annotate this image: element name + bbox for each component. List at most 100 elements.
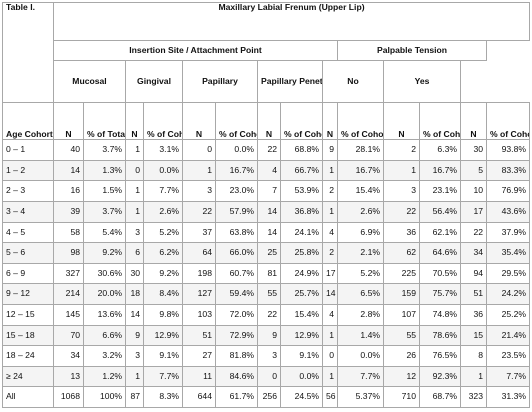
cell-gingival-n: 103 (182, 303, 216, 326)
col-n-no: N (383, 101, 420, 141)
cell-no-n: 1 (383, 159, 420, 182)
col-n-total: N (53, 101, 84, 141)
cell-no-n: 107 (383, 303, 420, 326)
cell-age: ≥ 24 (2, 365, 54, 388)
cell-mucosal-n: 1 (125, 365, 144, 388)
col-n-papillary: N (257, 101, 281, 141)
subheader-no: No (322, 60, 384, 103)
cell-mucosal-n: 1 (125, 180, 144, 203)
subheader-papillary: Papillary (182, 60, 258, 103)
col-pct-papillary-penetrating: % of Cohort (337, 101, 384, 141)
cell-papillary-penetrating-n: 9 (322, 139, 338, 161)
cell-mucosal-pct: 2.6% (143, 201, 183, 223)
cell-papillary-penetrating-pct: 2.8% (337, 303, 384, 326)
cell-no-pct: 75.7% (419, 283, 461, 305)
cell-age: 5 – 6 (2, 242, 54, 264)
cell-papillary-n: 22 (257, 303, 281, 326)
cell-age: 6 – 9 (2, 262, 54, 285)
subheader-papillary-penetrating: Papillary Penetrating (257, 60, 323, 103)
cell-papillary-penetrating-pct: 16.7% (337, 159, 384, 182)
cell-pct-total: 9.2% (83, 242, 126, 264)
cell-n: 1068 (53, 386, 84, 408)
cell-papillary-penetrating-n: 1 (322, 201, 338, 223)
cell-no-pct: 70.5% (419, 262, 461, 285)
cell-age: 1 – 2 (2, 159, 54, 182)
cell-mucosal-n: 18 (125, 283, 144, 305)
cell-mucosal-pct: 5.2% (143, 221, 183, 244)
subheader-yes: Yes (383, 60, 461, 103)
table-row: ≥ 24 13 1.2% 1 7.7% 11 84.6% 0 0.0% 1 7.7% 12 92.3% 1… (2, 365, 530, 388)
table-row: All 1068 100% 87 8.3% 644 61.7% 256 24.5% 56 5.37%… (2, 386, 530, 408)
table-row: 6 – 9 327 30.6% 30 9.2% 198 60.7% 81 24.9% 17 5.2%… (2, 262, 530, 285)
cell-yes-pct: 76.9% (486, 180, 530, 203)
cell-papillary-n: 9 (257, 324, 281, 347)
cell-pct-total: 5.4% (83, 221, 126, 244)
cell-mucosal-pct: 12.9% (143, 324, 183, 347)
cell-papillary-penetrating-pct: 6.5% (337, 283, 384, 305)
cell-pct-total: 13.6% (83, 303, 126, 326)
cell-yes-n: 15 (460, 324, 487, 347)
subheader-gingival: Gingival (125, 60, 183, 103)
cell-no-pct: 16.7% (419, 159, 461, 182)
cell-age: All (2, 386, 54, 408)
cell-no-n: 2 (383, 139, 420, 161)
col-pct-mucosal: % of Cohort (143, 101, 183, 141)
cell-papillary-pct: 15.4% (280, 303, 323, 326)
cell-papillary-n: 4 (257, 159, 281, 182)
cell-papillary-pct: 53.9% (280, 180, 323, 203)
cell-gingival-n: 37 (182, 221, 216, 244)
cell-mucosal-n: 30 (125, 262, 144, 285)
cell-gingival-pct: 16.7% (215, 159, 258, 182)
cell-papillary-penetrating-pct: 6.9% (337, 221, 384, 244)
cell-papillary-penetrating-n: 2 (322, 242, 338, 264)
subheader-mucosal: Mucosal (53, 60, 126, 103)
cell-gingival-pct: 72.0% (215, 303, 258, 326)
cell-papillary-penetrating-n: 4 (322, 221, 338, 244)
cell-papillary-penetrating-n: 1 (322, 324, 338, 347)
cell-no-n: 26 (383, 345, 420, 367)
table-label: Table I. (2, 2, 54, 103)
cell-papillary-penetrating-n: 0 (322, 345, 338, 367)
cell-mucosal-n: 14 (125, 303, 144, 326)
cell-papillary-pct: 0.0% (280, 365, 323, 388)
cell-papillary-penetrating-pct: 15.4% (337, 180, 384, 203)
cell-n: 98 (53, 242, 84, 264)
cell-yes-pct: 93.8% (486, 139, 530, 161)
col-pct-gingival: % of Cohort (215, 101, 258, 141)
cell-papillary-pct: 24.1% (280, 221, 323, 244)
cell-papillary-penetrating-pct: 5.2% (337, 262, 384, 285)
cell-age: 15 – 18 (2, 324, 54, 347)
col-n-gingival: N (182, 101, 216, 141)
cell-papillary-n: 7 (257, 180, 281, 203)
col-n-papillary-penetrating: N (322, 101, 338, 141)
col-n-yes: N (460, 101, 487, 141)
cell-mucosal-pct: 6.2% (143, 242, 183, 264)
cell-no-pct: 23.1% (419, 180, 461, 203)
col-pct-papillary: % of Cohort (280, 101, 323, 141)
cell-papillary-penetrating-n: 1 (322, 365, 338, 388)
cell-yes-pct: 83.3% (486, 159, 530, 182)
cell-papillary-n: 25 (257, 242, 281, 264)
cell-papillary-penetrating-pct: 1.4% (337, 324, 384, 347)
cell-yes-n: 17 (460, 201, 487, 223)
cell-mucosal-pct: 8.3% (143, 386, 183, 408)
cell-no-pct: 92.3% (419, 365, 461, 388)
table-row: 0 – 1 40 3.7% 1 3.1% 0 0.0% 22 68.8% 9 28.1% 2 6.3% 3… (2, 139, 530, 161)
cell-no-n: 55 (383, 324, 420, 347)
cell-mucosal-pct: 8.4% (143, 283, 183, 305)
cell-yes-n: 5 (460, 159, 487, 182)
cell-no-pct: 56.4% (419, 201, 461, 223)
cell-papillary-penetrating-pct: 5.37% (337, 386, 384, 408)
cell-no-n: 710 (383, 386, 420, 408)
cell-gingival-n: 11 (182, 365, 216, 388)
cell-yes-n: 51 (460, 283, 487, 305)
cell-yes-pct: 21.4% (486, 324, 530, 347)
cell-pct-total: 100% (83, 386, 126, 408)
cell-gingival-pct: 72.9% (215, 324, 258, 347)
cell-papillary-pct: 24.5% (280, 386, 323, 408)
cell-n: 13 (53, 365, 84, 388)
cell-mucosal-n: 3 (125, 345, 144, 367)
cell-yes-pct: 23.5% (486, 345, 530, 367)
cell-n: 58 (53, 221, 84, 244)
cell-no-n: 62 (383, 242, 420, 264)
